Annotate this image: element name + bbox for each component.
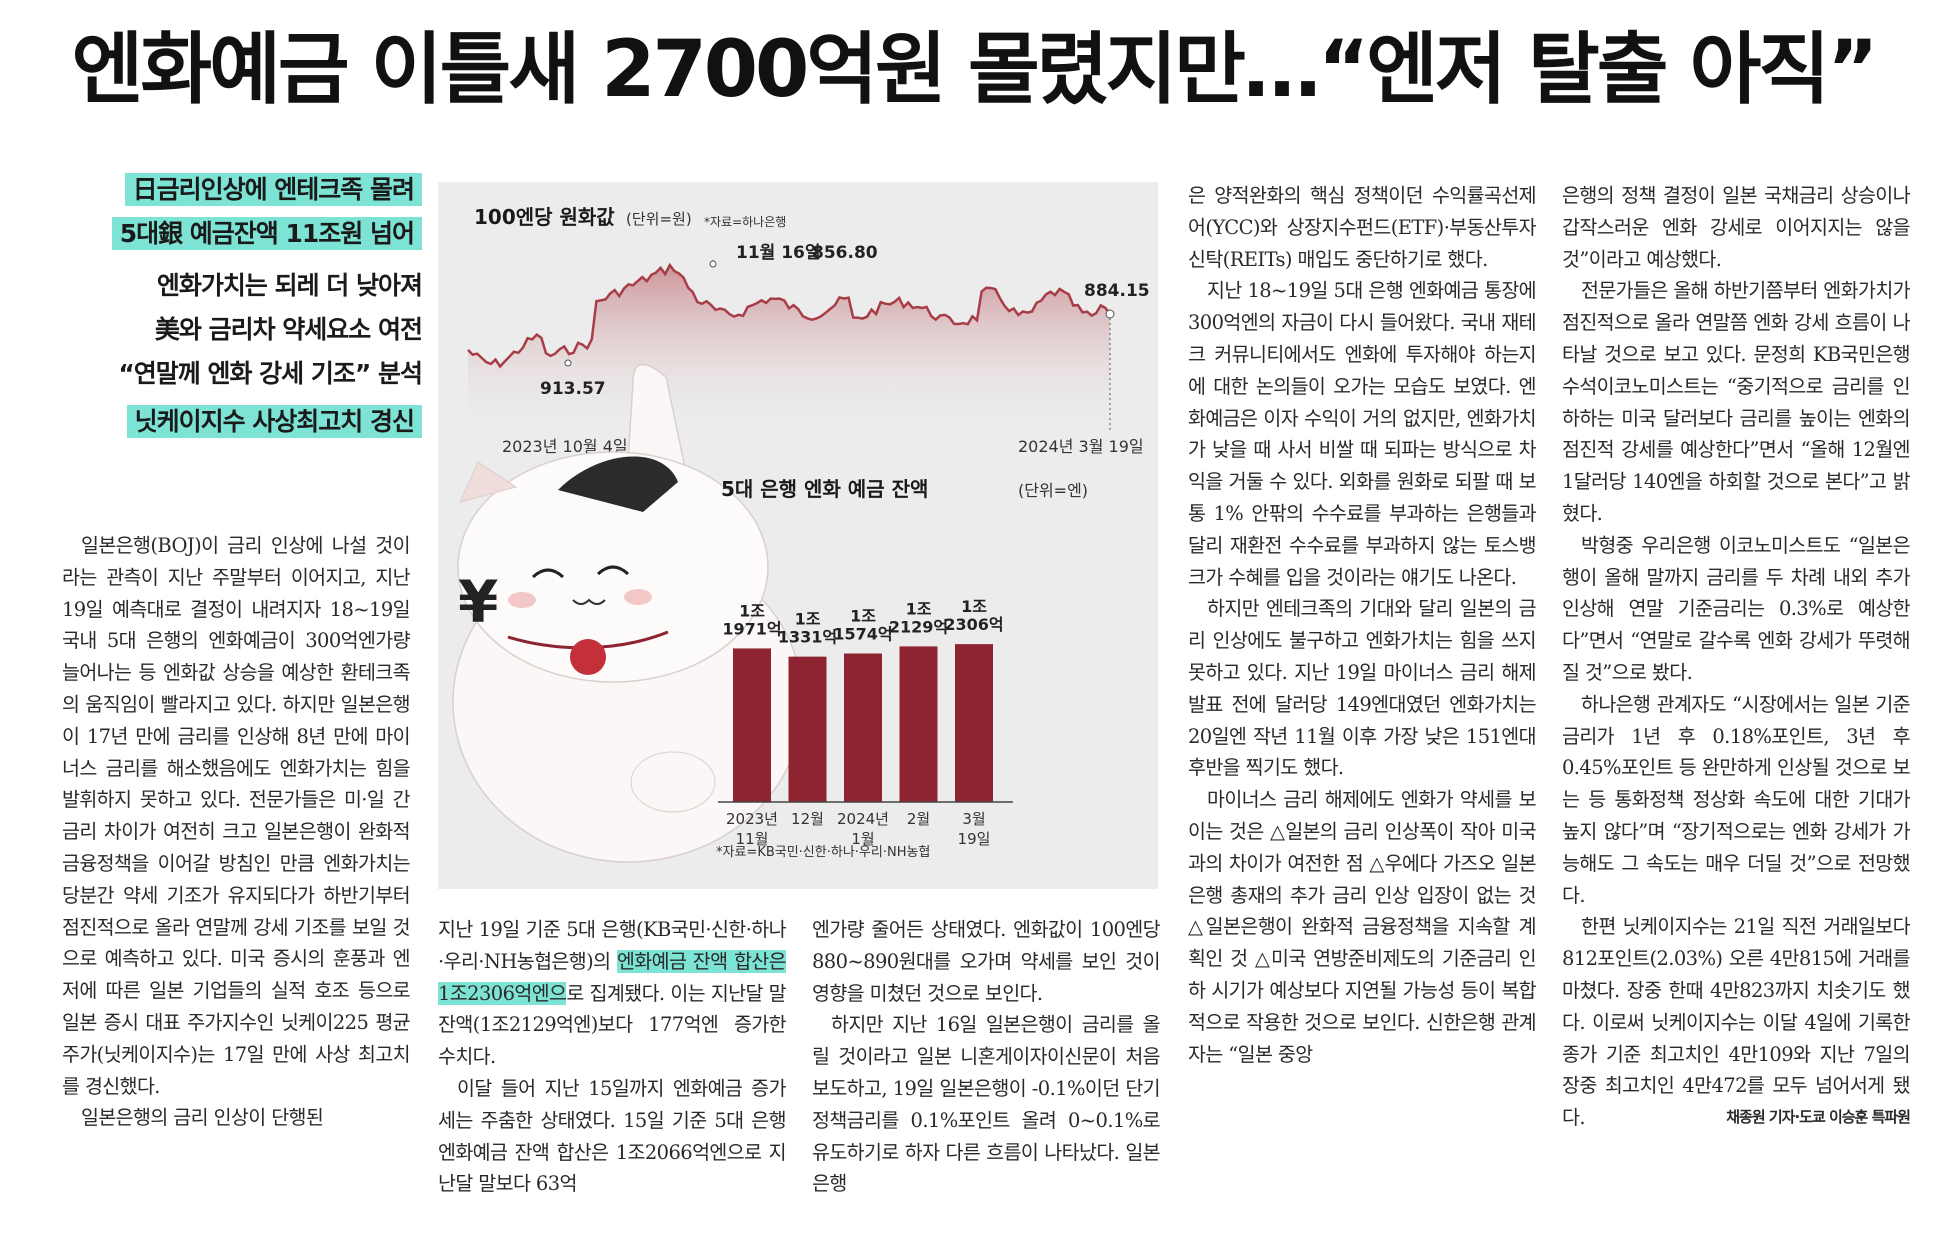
bar	[955, 644, 993, 802]
paragraph: 마이너스 금리 해제에도 엔화가 약세를 보이는 것은 △일본의 금리 인상폭이…	[1188, 788, 1536, 1066]
cat-right-eye	[596, 565, 630, 576]
end-marker	[1105, 309, 1115, 319]
bar	[788, 656, 827, 802]
paragraph: 이달 들어 지난 15일까지 엔화예금 증가세는 주춤한 상태였다. 15일 기…	[438, 1076, 786, 1196]
cat-left-ear	[459, 461, 518, 503]
bar-category-label: 2023년	[726, 810, 778, 828]
peak-date: 11월 16일	[736, 243, 821, 263]
yen-coin-icon: ¥	[458, 568, 498, 636]
paragraph: 전문가들은 올해 하반기쯤부터 엔화가치가 점진적으로 올라 연말쯤 엔화 강세…	[1562, 279, 1910, 525]
paragraph: 박형중 우리은행 이코노미스트도 “일본은행이 올해 말까지 금리를 두 차례 …	[1562, 533, 1910, 684]
bar-value-label: 1574억	[833, 625, 892, 644]
paragraph: 한편 닛케이지수는 21일 직전 거래일보다 812포인트(2.03%) 오른 …	[1562, 911, 1910, 1134]
bar-value-label: 1조	[961, 597, 987, 616]
subhead-5: “연말께 엔화 강세 기조” 분석	[118, 359, 423, 388]
cat-left-cheek	[508, 592, 536, 608]
subhead-6: 닛케이지수 사상최고치 경신	[62, 400, 422, 444]
subheads: 日금리인상에 엔테크족 몰려 5대銀 예금잔액 11조원 넘어 엔화가치는 되레…	[62, 168, 423, 444]
low-value: 913.57	[540, 379, 606, 399]
paragraph: 엔가량 줄어든 상태였다. 엔화값이 100엔당 880~890원대를 오가며 …	[812, 918, 1160, 1005]
bar-category-label: 11월	[736, 830, 769, 848]
headline: 엔화예금 이틀새 2700억원 몰렸지만…“엔저 탈출 아직”	[71, 25, 1879, 115]
paragraph: 하지만 지난 16일 일본은행이 금리를 올릴 것이라고 일본 니혼게이자이신문…	[812, 1013, 1160, 1196]
bar-value-label: 1조	[850, 607, 876, 626]
bar-category-label: 1월	[851, 830, 874, 848]
line-chart-area	[468, 265, 1110, 432]
line-chart-source: *자료=하나은행	[704, 214, 786, 229]
bar-chart: 1조1971억2023년11월1조1331억12월1조1574억2024년1월1…	[718, 597, 1013, 848]
paragraph: 하나은행 관계자도 “시장에서는 일본 기준금리가 1년 후 0.18%포인트,…	[1562, 692, 1910, 907]
bar-value-label: 1331억	[778, 628, 837, 647]
line-chart-title: 100엔당 원화값	[474, 205, 615, 229]
bar-chart-title: 5대 은행 엔화 예금 잔액	[721, 477, 928, 501]
cat-front-paw	[630, 751, 716, 813]
bar-value-label: 1971억	[722, 619, 781, 638]
subhead-4: 美와 금리차 약세요소 여전	[154, 315, 423, 344]
bar	[733, 648, 771, 802]
paragraph: 하지만 엔테크족의 기대와 달리 일본의 금리 인상에도 불구하고 엔화가치는 …	[1188, 597, 1536, 780]
paragraph: 일본은행(BOJ)이 금리 인상에 나설 것이라는 관측이 지난 주말부터 이어…	[62, 534, 410, 1098]
line-chart-unit: (단위=원)	[626, 210, 692, 228]
peak-value: 856.80	[812, 243, 878, 263]
low-marker	[564, 359, 572, 367]
bar-value-label: 2129억	[889, 617, 948, 636]
infographic: 100엔당 원화값 (단위=원) *자료=하나은행 11월 16일 856.80…	[438, 182, 1158, 889]
paragraph: 은행의 정책 결정이 일본 국채금리 상승이나 갑작스러운 엔화 강세로 이어지…	[1562, 184, 1910, 271]
end-date-label: 2024년 3월 19일	[1018, 437, 1144, 456]
byline: 채종원 기자·도쿄 이승훈 특파원	[1726, 1108, 1910, 1127]
start-date-label: 2023년 10월 4일	[502, 437, 628, 456]
end-value: 884.15	[1084, 281, 1150, 301]
bar-chart-source: *자료=KB국민·신한·하나·우리·NH농협	[716, 845, 930, 860]
line-chart-line	[467, 262, 1111, 369]
article-column-4: 은 양적완화의 핵심 정책이던 수익률곡선제어(YCC)와 상장지수펀드(ETF…	[1188, 180, 1536, 1244]
bar-category-label: 2월	[907, 810, 930, 828]
bar-chart-unit: (단위=엔)	[1018, 481, 1088, 500]
cat-right-cheek	[624, 589, 652, 605]
cat-left-eye	[531, 568, 565, 579]
bar-category-label: 19일	[958, 830, 991, 848]
subhead-3: 엔화가치는 되레 더 낮아져	[156, 271, 423, 300]
paragraph: 지난 19일 기준 5대 은행(KB국민·신한·하나·우리·NH농협은행)의 엔…	[438, 918, 786, 1069]
infographic-svg: 100엔당 원화값 (단위=원) *자료=하나은행 11월 16일 856.80…	[452, 205, 1150, 863]
bar-value-label: 1조	[906, 599, 932, 618]
subhead-1: 日금리인상에 엔테크족 몰려	[62, 168, 422, 212]
paragraph: 일본은행의 금리 인상이 단행된	[81, 1106, 324, 1130]
cat-black-patch	[558, 456, 678, 512]
bar-value-label: 1조	[739, 601, 765, 620]
article-column-1: 일본은행(BOJ)이 금리 인상에 나설 것이라는 관측이 지난 주말부터 이어…	[62, 530, 410, 1242]
cat-mouth	[572, 598, 606, 605]
cat-bell-icon	[570, 639, 606, 675]
article-column-5: 은행의 정책 결정이 일본 국채금리 상승이나 갑작스러운 엔화 강세로 이어지…	[1562, 180, 1910, 1244]
bar-category-label: 3월	[962, 810, 985, 828]
article-column-3: 엔가량 줄어든 상태였다. 엔화값이 100엔당 880~890원대를 오가며 …	[812, 914, 1160, 1244]
bar	[899, 646, 938, 802]
bar-category-label: 12월	[791, 810, 824, 828]
bar-category-label: 2024년	[837, 810, 889, 828]
article-column-2: 지난 19일 기준 5대 은행(KB국민·신한·하나·우리·NH농협은행)의 엔…	[438, 914, 786, 1244]
paragraph: 은 양적완화의 핵심 정책이던 수익률곡선제어(YCC)와 상장지수펀드(ETF…	[1188, 184, 1536, 271]
subhead-2: 5대銀 예금잔액 11조원 넘어	[62, 212, 422, 256]
paragraph: 지난 18~19일 5대 은행 엔화예금 통장에 300억엔의 자금이 다시 들…	[1188, 279, 1536, 589]
lucky-cat-illustration: ¥	[452, 363, 804, 863]
bar-value-label: 1조	[795, 610, 821, 629]
bar	[844, 653, 882, 802]
peak-marker	[709, 260, 717, 268]
bar-value-label: 2306억	[944, 615, 1003, 634]
